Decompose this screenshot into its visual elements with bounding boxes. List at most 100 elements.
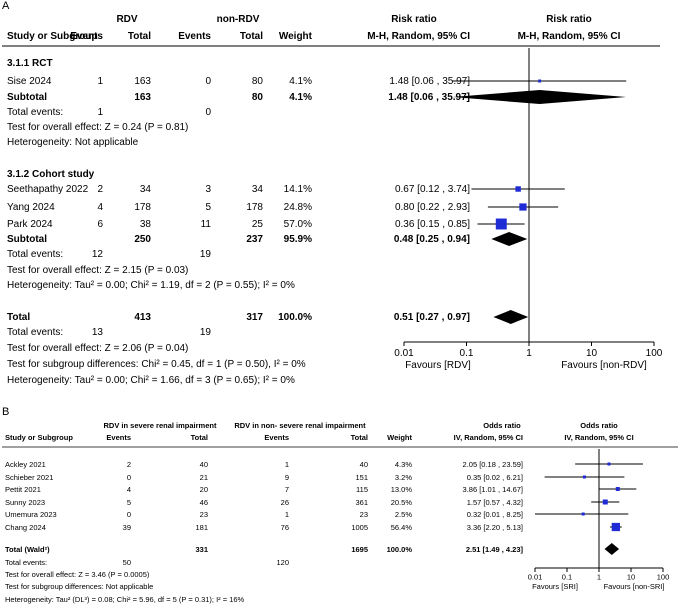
subgroup-title: 3.1.1 RCT <box>7 58 53 69</box>
weight-value: 100.0% <box>387 545 413 554</box>
events-value: 1 <box>97 107 103 118</box>
events-value: 12 <box>92 249 104 260</box>
subtotal-label: Subtotal <box>7 92 47 103</box>
total-value: 23 <box>360 510 368 519</box>
study-name: Chang 2024 <box>5 523 46 532</box>
events-value: 5 <box>127 498 131 507</box>
ci-value: 0.32 [0.01 , 8.25] <box>467 510 523 519</box>
total-value: 34 <box>252 184 264 195</box>
study-name: Park 2024 <box>7 219 53 230</box>
total-value: 163 <box>134 92 151 103</box>
total-value: 237 <box>246 234 263 245</box>
total-value: 115 <box>356 485 368 494</box>
study-estimate-marker <box>538 79 542 83</box>
subtotal-diamond <box>491 232 528 246</box>
weight-value: 20.5% <box>391 498 413 507</box>
ci-value: 0.51 [0.27 , 0.97] <box>394 312 470 323</box>
total-header: Total <box>128 31 151 42</box>
ci-value: 2.05 [0.18 , 23.59] <box>463 460 523 469</box>
study-name: Seethapathy 2022 <box>7 184 89 195</box>
study-estimate-marker <box>495 218 507 230</box>
x-tick-label: 100 <box>646 348 663 359</box>
subtotal-diamond <box>452 90 627 104</box>
total-value: 163 <box>134 76 151 87</box>
ci-header: IV, Random, 95% CI <box>454 433 523 442</box>
ci-value: 0.35 [0.02 , 6.21] <box>467 473 523 482</box>
weight-value: 56.4% <box>391 523 413 532</box>
x-tick-label: 1 <box>597 573 601 582</box>
events-value: 0 <box>127 510 131 519</box>
ci-header: M-H, Random, 95% CI <box>367 31 470 42</box>
study-name: Pettit 2021 <box>5 485 41 494</box>
study-name: Yang 2024 <box>7 202 55 213</box>
total-value: 38 <box>140 219 152 230</box>
favours-right-label: Favours [non-SRI] <box>604 582 665 591</box>
events-value: 11 <box>201 219 212 230</box>
total-value: 178 <box>134 202 151 213</box>
stat-line: Heterogeneity: Not applicable <box>7 137 139 148</box>
total-events-label: Total events: <box>7 327 63 338</box>
weight-value: 4.1% <box>289 92 312 103</box>
total-value: 20 <box>200 485 208 494</box>
total-header: Total <box>191 433 208 442</box>
group2-header: RDV in non- severe renal impairment <box>234 421 366 430</box>
weight-value: 24.8% <box>284 202 312 213</box>
events-value: 1 <box>97 76 103 87</box>
events-value: 26 <box>281 498 289 507</box>
total-value: 25 <box>252 219 264 230</box>
total-value: 21 <box>200 473 208 482</box>
total-value: 331 <box>195 545 208 554</box>
events-value: 3 <box>205 184 211 195</box>
total-events-label: Total events: <box>5 558 47 567</box>
panel-b: B RDV in severe renal impairment RDV in no… <box>2 406 678 604</box>
events-value: 19 <box>200 249 212 260</box>
weight-value: 3.2% <box>395 473 412 482</box>
events-value: 2 <box>127 460 131 469</box>
events-value: 39 <box>123 523 131 532</box>
effect-header: Odds ratio <box>483 421 521 430</box>
stat-line: Heterogeneity: Tau² = 0.00; Chi² = 1.19,… <box>7 280 295 291</box>
weight-header: Weight <box>279 31 313 42</box>
ci-value: 0.80 [0.22 , 2.93] <box>395 202 470 213</box>
footer-line: Heterogeneity: Tau² = 0.00; Chi² = 1.66,… <box>7 375 295 386</box>
events-value: 50 <box>123 558 131 567</box>
total-label: Total <box>7 312 30 323</box>
weight-value: 4.3% <box>395 460 412 469</box>
panel-a: A RDV non-RDV Risk ratio Risk ratio Study or … <box>2 0 663 386</box>
favours-right-label: Favours [non-RDV] <box>561 360 647 371</box>
group2-header: non-RDV <box>217 14 260 25</box>
x-tick-label: 10 <box>586 348 598 359</box>
ci-value: 1.48 [0.06 , 35.97] <box>388 92 470 103</box>
events-value: 2 <box>97 184 103 195</box>
overall-diamond <box>493 310 529 324</box>
favours-left-label: Favours [RDV] <box>405 360 471 371</box>
ci-value: 0.67 [0.12 , 3.74] <box>395 184 470 195</box>
study-name: Sise 2024 <box>7 76 52 87</box>
events-value: 0 <box>205 107 211 118</box>
total-value: 1005 <box>351 523 368 532</box>
ci-value: 3.36 [2.20 , 5.13] <box>467 523 523 532</box>
effect-plot-header: Risk ratio <box>546 14 592 25</box>
total-value: 250 <box>134 234 151 245</box>
x-tick-label: 100 <box>657 573 670 582</box>
study-estimate-marker <box>519 203 527 211</box>
total-value: 40 <box>200 460 208 469</box>
stat-line: Test for overall effect: Z = 2.15 (P = 0… <box>7 265 188 276</box>
events-value: 13 <box>92 327 104 338</box>
plot-ci-header: M-H, Random, 95% CI <box>518 31 621 42</box>
study-name: Ackley 2021 <box>5 460 46 469</box>
weight-value: 14.1% <box>284 184 312 195</box>
total-value: 40 <box>360 460 368 469</box>
ci-value: 3.86 [1.01 , 14.67] <box>463 485 523 494</box>
total-label: Total (Wald²) <box>5 545 50 554</box>
study-estimate-marker <box>611 522 620 532</box>
total-value: 181 <box>195 523 208 532</box>
events-value: 5 <box>205 202 211 213</box>
x-tick-label: 0.1 <box>562 573 572 582</box>
ci-value: 1.57 [0.57 , 4.32] <box>467 498 523 507</box>
study-estimate-marker <box>581 512 585 516</box>
ci-value: 2.51 [1.49 , 4.23] <box>466 545 524 554</box>
subtotal-label: Subtotal <box>7 234 47 245</box>
study-name: Sunny 2023 <box>5 498 45 507</box>
